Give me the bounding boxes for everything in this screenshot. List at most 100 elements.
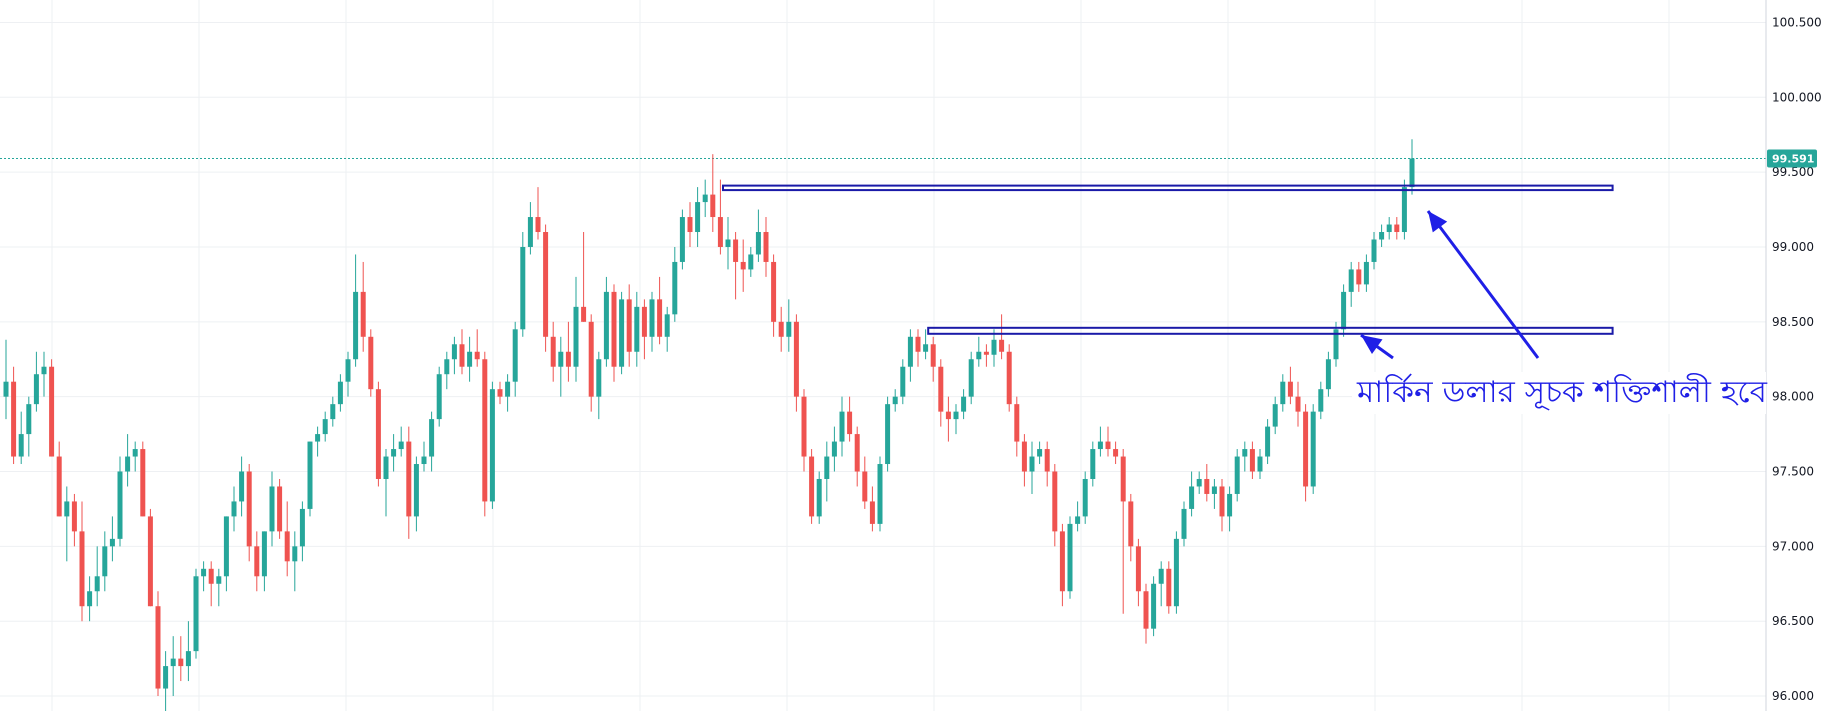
candle-body-down [801, 396, 807, 457]
candle-body-up [1097, 441, 1103, 450]
candle-body-up [337, 381, 343, 405]
candle-body-down [983, 351, 989, 355]
candle-body-up [1341, 291, 1347, 330]
candle-body-up [1090, 449, 1096, 479]
candle-body-up [1280, 381, 1286, 405]
candle-body-up [748, 254, 754, 270]
candle-body-down [626, 299, 632, 352]
candle-body-up [1257, 456, 1263, 472]
candle-body-down [763, 232, 769, 262]
candle-body-up [961, 396, 967, 412]
candle-body-down [550, 336, 556, 367]
annotation-text: মার্কিন ডলার সূচক শক্তিশালী হবে [1356, 373, 1768, 410]
candle-body-up [489, 389, 495, 502]
candle-body-down [254, 546, 260, 577]
candle-body-up [634, 306, 640, 352]
candle-body-up [619, 299, 625, 367]
candle-body-up [41, 366, 47, 375]
candle-body-up [702, 194, 708, 203]
candle-body-up [1242, 449, 1248, 457]
candle-body-down [1204, 478, 1210, 494]
candle-body-down [930, 344, 936, 367]
candle-body-up [1158, 568, 1164, 584]
candle-body-up [87, 591, 93, 607]
candle-body-up [786, 321, 792, 337]
candle-body-up [1371, 239, 1377, 262]
candle-body-up [664, 314, 670, 337]
candle-body-up [1173, 538, 1179, 607]
price-tick-label: 100.000 [1772, 90, 1822, 104]
candle-body-down [1356, 269, 1362, 285]
candle-body-up [1234, 456, 1240, 494]
candle-body-up [512, 329, 518, 382]
candle-body-up [391, 449, 397, 457]
resistance-zone [927, 326, 1614, 335]
candle-body-down [1166, 568, 1172, 607]
annotation: মার্কিন ডলার সূচক শক্তিশালী হবে [1352, 210, 1768, 414]
candle-body-up [1037, 449, 1043, 457]
candle-body-down [710, 194, 716, 218]
candle-body-down [208, 568, 214, 584]
arrow-short-head [1361, 335, 1383, 354]
candle-body-down [1059, 531, 1065, 592]
arrow-long-head [1428, 211, 1448, 233]
last-price-tag-background [1767, 149, 1817, 168]
candle-body-up [877, 464, 883, 524]
candle-body-up [679, 217, 685, 262]
candle-body-down [155, 606, 161, 689]
candle-body-down [474, 351, 480, 360]
candle-body-up [991, 339, 997, 355]
resistance-zones [722, 184, 1614, 335]
price-axis[interactable]: 100.500 100.000 99.500 99.000 98.500 98.000 97… [1765, 0, 1822, 711]
grid-lines [0, 0, 1766, 711]
candle-body-up [239, 471, 245, 502]
candle-body-up [1409, 158, 1415, 188]
candle-body-up [269, 486, 275, 532]
candle-body-up [345, 359, 351, 382]
candle-body-down [847, 411, 853, 435]
candle-body-down [140, 449, 146, 517]
candle-body-up [216, 576, 222, 584]
candle-body-down [79, 531, 85, 607]
candle-body-down [1287, 381, 1293, 397]
candle-body-up [436, 374, 442, 420]
candle-body-up [1379, 232, 1385, 240]
candle-body-down [71, 501, 77, 532]
candle-body-down [284, 531, 290, 562]
price-tick-label: 99.500 [1772, 165, 1814, 179]
candle-body-up [353, 291, 359, 360]
candle-body-up [307, 441, 313, 509]
candle-body-down [49, 366, 55, 457]
price-tick-label: 99.000 [1772, 240, 1814, 254]
candle-body-up [185, 651, 191, 667]
candle-body-up [231, 501, 237, 517]
candle-body-down [1014, 404, 1020, 442]
candle-body-down [1021, 441, 1027, 472]
candle-body-up [603, 291, 609, 360]
price-tick-label: 98.000 [1772, 390, 1814, 404]
candle-body-up [117, 471, 123, 539]
candle-body-down [11, 381, 17, 457]
candle-body-up [976, 351, 982, 360]
candle-body-up [223, 516, 229, 577]
candle-body-up [330, 404, 336, 420]
candle-body-up [892, 396, 898, 405]
candle-body-up [170, 658, 176, 667]
candle-body-up [953, 411, 959, 420]
candle-body-up [1348, 269, 1354, 292]
candle-body-up [573, 306, 579, 367]
candle-body-up [596, 359, 602, 397]
candle-body-up [1181, 508, 1187, 539]
candle-body-up [505, 381, 511, 397]
price-tick-label: 96.500 [1772, 614, 1814, 628]
candle-body-up [33, 374, 39, 405]
candle-body-up [725, 239, 731, 247]
candle-body-down [1044, 449, 1050, 472]
candle-body-down [938, 366, 944, 412]
candle-body-up [125, 456, 131, 472]
last-price-label: 99.591 [1772, 153, 1814, 166]
candle-body-up [451, 344, 457, 360]
arrow-long [1426, 210, 1540, 359]
price-tick-label: 97.500 [1772, 465, 1814, 479]
